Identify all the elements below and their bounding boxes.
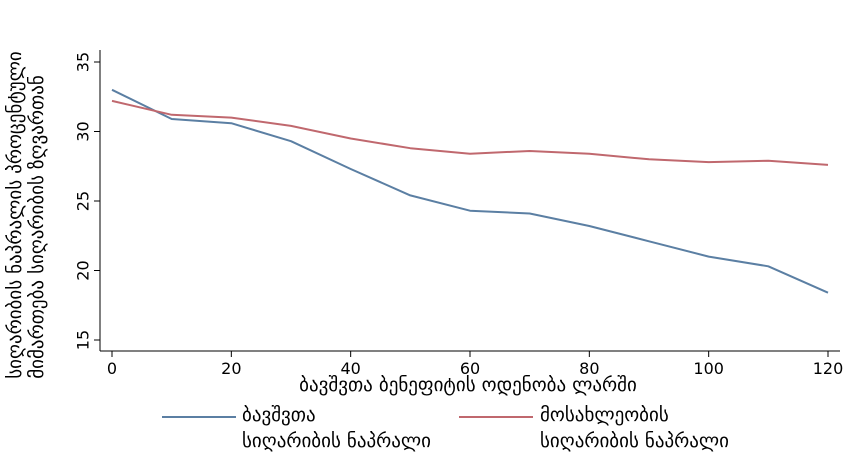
x-axis-title: ბავშვთა ბენეფიტის ოდენობა ლარში	[299, 374, 637, 396]
x-tick-label-120: 120	[813, 359, 844, 378]
series-line-1	[111, 99, 829, 166]
x-tick-label-100: 100	[693, 359, 724, 378]
legend-swatch-child-poverty	[162, 416, 236, 418]
legend-label-child-poverty-line-1: ბავშვთა	[242, 404, 316, 426]
x-tick-label-40: 40	[340, 359, 360, 378]
y-axis-title-line-1: სიღარიბის ნაპრალის პროცენტული	[4, 51, 26, 379]
legend-label-population-poverty-line-1: მოსახლეობის	[540, 404, 669, 426]
y-tick-label-30: 30	[74, 121, 93, 141]
y-tick-label-35: 35	[74, 52, 93, 72]
legend-label-child-poverty: ბავშვთა სიღარიბის ნაპრალი	[242, 402, 431, 454]
y-axis-title: სიღარიბის ნაპრალის პროცენტული მიმართება …	[4, 51, 48, 379]
legend-swatch-population-poverty	[459, 416, 533, 418]
legend-label-population-poverty: მოსახლეობის სიღარიბის ნაპრალი	[540, 402, 729, 454]
y-tick-label-25: 25	[74, 191, 93, 211]
x-tick-label-0: 0	[107, 359, 117, 378]
y-axis-title-line-2: მიმართება სიღარიბის ზღვართან	[26, 75, 48, 379]
series-line-0	[111, 88, 829, 294]
x-tick-label-80: 80	[579, 359, 599, 378]
x-tick-label-20: 20	[221, 359, 241, 378]
legend-label-child-poverty-line-2: სიღარიბის ნაპრალი	[242, 430, 431, 452]
y-tick-label-20: 20	[74, 260, 93, 280]
x-tick-label-60: 60	[460, 359, 480, 378]
y-tick-label-15: 15	[74, 330, 93, 350]
legend-label-population-poverty-line-2: სიღარიბის ნაპრალი	[540, 430, 729, 452]
